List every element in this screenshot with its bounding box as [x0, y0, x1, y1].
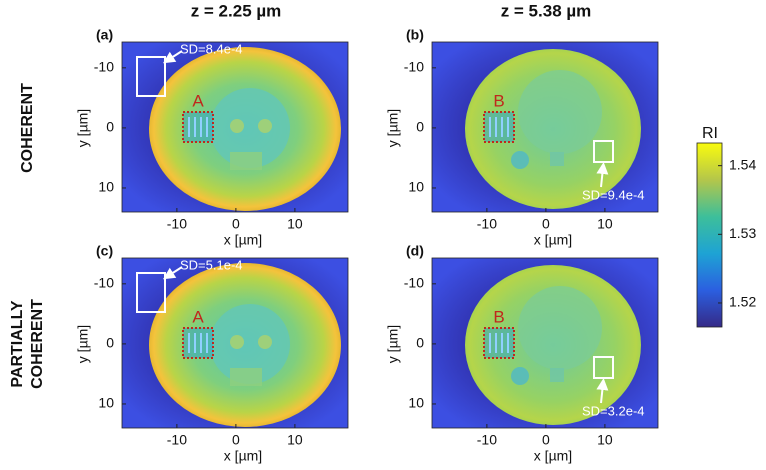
nucleus — [210, 304, 290, 384]
roi-label: A — [192, 307, 204, 326]
x-tick-label: 0 — [232, 432, 240, 448]
nucleolus — [230, 119, 244, 133]
feature — [230, 368, 262, 386]
frame — [431, 257, 659, 429]
y-tick-label: 0 — [106, 119, 114, 135]
roi-box — [183, 328, 213, 358]
sd-label: SD=9.4e-4 — [582, 187, 645, 202]
sd-box — [136, 272, 166, 313]
colorbar-title: RI — [702, 125, 718, 142]
roi-outline — [182, 327, 214, 359]
y-tick-label: -10 — [404, 275, 424, 291]
roi-outline — [182, 111, 214, 143]
sd-box — [593, 140, 614, 163]
x-axis-label: x [µm] — [224, 448, 262, 464]
y-tick-label: 10 — [98, 179, 114, 195]
nucleus — [518, 70, 602, 154]
colorbar-tick-label: 1.53 — [729, 225, 756, 241]
x-tick-label: 10 — [287, 432, 303, 448]
nucleolus — [230, 335, 244, 349]
y-tick-label: 10 — [98, 395, 114, 411]
y-axis-label: y [µm] — [385, 109, 401, 147]
row-label: PARTIALLY — [9, 300, 26, 387]
y-tick-label: 0 — [416, 119, 424, 135]
y-tick-label: 10 — [408, 395, 424, 411]
sd-box — [593, 356, 614, 379]
feature — [230, 152, 262, 170]
sd-arrow — [162, 50, 183, 64]
x-tick-label: 0 — [232, 216, 240, 232]
roi-box — [484, 328, 514, 358]
frame — [121, 41, 349, 213]
panel-label: (b) — [406, 27, 424, 43]
colorbar-tick-label: 1.54 — [729, 156, 756, 172]
row-label: COHERENT — [19, 83, 36, 173]
roi-label: B — [493, 307, 504, 326]
x-tick-label: 10 — [287, 216, 303, 232]
sd-label: SD=5.1e-4 — [180, 257, 243, 272]
nucleolus — [258, 335, 272, 349]
roi-box — [484, 112, 514, 142]
y-axis-label: y [µm] — [75, 109, 91, 147]
feature — [511, 367, 529, 385]
row-label: COHERENT — [29, 299, 46, 389]
x-tick-label: -10 — [477, 432, 497, 448]
panel-label: (a) — [96, 27, 113, 43]
y-axis-label: y [µm] — [75, 325, 91, 363]
y-tick-label: -10 — [94, 275, 114, 291]
panel-label: (c) — [96, 243, 113, 259]
y-tick-label: 0 — [416, 335, 424, 351]
feature — [550, 368, 564, 382]
nucleolus — [258, 119, 272, 133]
sd-arrow — [596, 378, 609, 404]
roi-outline — [483, 327, 515, 359]
x-tick-label: 0 — [542, 432, 550, 448]
y-tick-label: -10 — [94, 59, 114, 75]
frame — [431, 41, 659, 213]
sd-label: SD=8.4e-4 — [180, 41, 243, 56]
nucleus — [210, 88, 290, 168]
x-tick-label: -10 — [477, 216, 497, 232]
y-tick-label: 0 — [106, 335, 114, 351]
x-axis-label: x [µm] — [534, 232, 572, 248]
x-axis-label: x [µm] — [224, 232, 262, 248]
roi-label: B — [493, 91, 504, 110]
column-title: z = 5.38 µm — [501, 1, 592, 20]
feature — [550, 152, 564, 166]
roi-label: A — [192, 91, 204, 110]
x-tick-label: -10 — [167, 432, 187, 448]
x-tick-label: 10 — [597, 216, 613, 232]
feature — [511, 151, 529, 169]
sd-arrow — [162, 266, 183, 280]
x-tick-label: -10 — [167, 216, 187, 232]
panel-label: (d) — [406, 243, 424, 259]
x-tick-label: 0 — [542, 216, 550, 232]
roi-outline — [483, 111, 515, 143]
sd-box — [136, 56, 166, 97]
sd-arrow — [596, 162, 609, 188]
colorbar-tick-label: 1.52 — [729, 294, 756, 310]
y-axis-label: y [µm] — [385, 325, 401, 363]
sd-label: SD=3.2e-4 — [582, 403, 645, 418]
x-axis-label: x [µm] — [534, 448, 572, 464]
colorbar — [696, 142, 723, 328]
column-title: z = 2.25 µm — [191, 1, 282, 20]
x-tick-label: 10 — [597, 432, 613, 448]
frame — [121, 257, 349, 429]
nucleus — [518, 286, 602, 370]
roi-box — [183, 112, 213, 142]
y-tick-label: 10 — [408, 179, 424, 195]
y-tick-label: -10 — [404, 59, 424, 75]
